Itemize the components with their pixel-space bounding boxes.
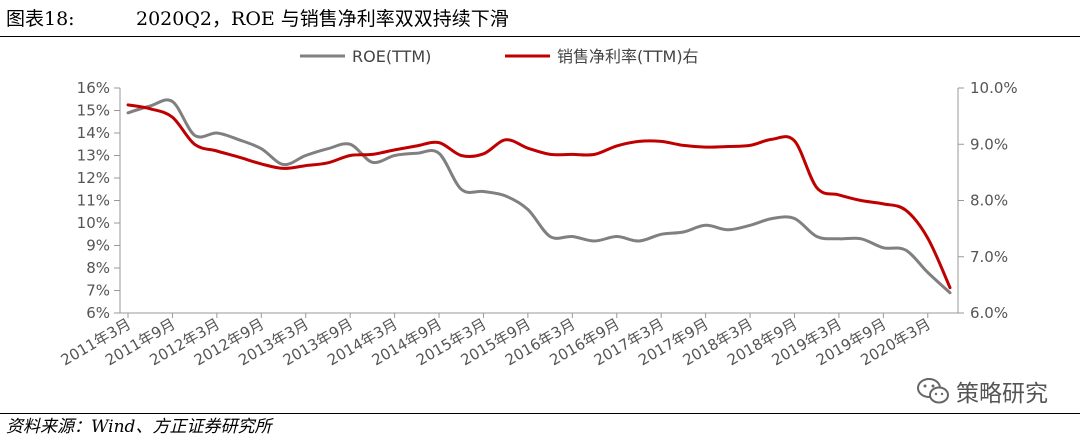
title-rule bbox=[0, 36, 1080, 37]
figure-title-text: 2020Q2，ROE 与销售净利率双双持续下滑 bbox=[136, 8, 509, 30]
left-axis-tick-label: 13% bbox=[77, 147, 110, 165]
right-axis-tick-label: 6.0% bbox=[970, 304, 1008, 322]
left-axis-tick-label: 14% bbox=[77, 124, 110, 142]
watermark-text: 策略研究 bbox=[956, 381, 1048, 407]
right-axis-tick-label: 8.0% bbox=[970, 192, 1008, 210]
watermark: 策略研究 bbox=[916, 374, 1048, 408]
axes: 6% 7% 8% 9% 10% 11% 12% 13% 14% 15% 16% 6.0% 7.0% 8.0… bbox=[77, 79, 1018, 322]
source-note: 资料来源：Wind、方正证券研究所 bbox=[6, 417, 272, 437]
series-line-net-margin bbox=[126, 103, 952, 290]
legend-label-margin: 销售净利率(TTM)右 bbox=[557, 47, 699, 66]
left-axis-tick-label: 10% bbox=[77, 214, 110, 232]
right-axis-tick-label: 9.0% bbox=[970, 135, 1008, 153]
left-axis-tick-label: 15% bbox=[77, 102, 110, 120]
right-axis-tick-label: 7.0% bbox=[970, 248, 1008, 266]
left-axis-tick-label: 11% bbox=[77, 192, 110, 210]
figure-number: 图表18: bbox=[6, 8, 75, 30]
legend: ROE(TTM) 销售净利率(TTM)右 bbox=[300, 47, 699, 66]
line-chart: ROE(TTM) 销售净利率(TTM)右 6% 7% 8% 9% 10% 11% 12% 13… bbox=[58, 47, 1018, 369]
wechat-icon bbox=[917, 378, 949, 404]
legend-label-roe: ROE(TTM) bbox=[352, 47, 431, 66]
figure-title: 图表18: 2020Q2，ROE 与销售净利率双双持续下滑 bbox=[6, 4, 509, 34]
left-axis-tick-label: 6% bbox=[86, 304, 110, 322]
left-axis-tick-label: 16% bbox=[77, 79, 110, 97]
series-line-roe bbox=[126, 98, 952, 295]
left-axis-tick-label: 9% bbox=[86, 237, 110, 255]
x-axis-tick-labels: 2011年3月2011年9月2012年3月2012年9月2013年3月2013年… bbox=[58, 315, 934, 369]
left-axis-tick-label: 8% bbox=[86, 259, 110, 277]
left-axis-tick-label: 12% bbox=[77, 169, 110, 187]
source-rule bbox=[0, 413, 1080, 414]
series-lines bbox=[126, 98, 952, 295]
right-axis-tick-label: 10.0% bbox=[970, 79, 1018, 97]
left-axis-tick-label: 7% bbox=[86, 282, 110, 300]
